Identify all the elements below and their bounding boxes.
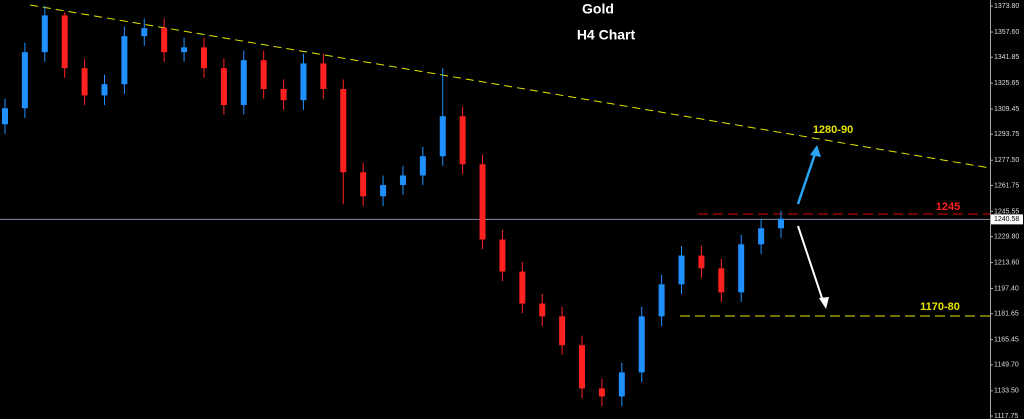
candle-body xyxy=(380,185,387,197)
y-tick-label: 1213.60 xyxy=(994,259,1019,266)
candle-body xyxy=(21,52,28,109)
candle-body xyxy=(519,271,526,304)
candle-body xyxy=(141,28,148,37)
y-tick-label: 1293.75 xyxy=(994,131,1019,138)
y-tick-label: 1309.45 xyxy=(994,106,1019,113)
candle-body xyxy=(678,255,685,285)
candle-body xyxy=(479,164,486,240)
candle-body xyxy=(161,28,168,53)
up-arrow xyxy=(796,147,819,205)
candle-body xyxy=(2,108,8,125)
y-tick-label: 1165.45 xyxy=(994,337,1019,344)
chart-title: Gold xyxy=(582,1,614,17)
y-tick-label: 1341.85 xyxy=(994,54,1019,61)
candle-body xyxy=(698,255,705,269)
candle-body xyxy=(200,47,207,69)
candle-body xyxy=(41,15,48,53)
candle-body xyxy=(340,89,347,173)
candle-body xyxy=(738,244,745,293)
down-arrow-head xyxy=(819,297,829,309)
y-tick-label: 1117.75 xyxy=(994,413,1018,419)
y-tick-label: 1229.80 xyxy=(994,233,1019,240)
y-tick-label: 1245.55 xyxy=(994,208,1019,215)
candle-body xyxy=(101,84,108,96)
candle-body xyxy=(121,36,128,85)
candle-body xyxy=(439,116,446,157)
chart-subtitle: H4 Chart xyxy=(577,27,636,43)
candle-body xyxy=(758,228,765,245)
y-tick-label: 1133.50 xyxy=(994,388,1019,395)
y-tick-label: 1357.60 xyxy=(994,29,1019,36)
trend-line xyxy=(29,4,991,169)
candle-body xyxy=(539,303,546,317)
candle-body xyxy=(260,60,267,90)
y-tick-label: 1181.65 xyxy=(994,311,1019,318)
annotation: 1245 xyxy=(936,201,960,213)
up-arrow-head xyxy=(810,145,821,157)
candle-body xyxy=(579,345,586,389)
candle-body xyxy=(658,284,665,317)
annotation: 1170-80 xyxy=(920,301,960,313)
annotation: 1280-90 xyxy=(813,124,853,136)
candle-body xyxy=(240,60,247,106)
candle-body xyxy=(459,116,466,165)
candle-body xyxy=(618,372,625,397)
y-tick-label: 1373.80 xyxy=(994,3,1019,10)
y-tick-label: 1149.70 xyxy=(994,362,1019,369)
candle-body xyxy=(499,239,506,272)
candle-body xyxy=(778,218,784,229)
candle-body xyxy=(360,172,367,197)
y-tick-label: 1197.40 xyxy=(994,285,1019,292)
candle-body xyxy=(61,15,68,69)
last-price-box xyxy=(991,214,1023,225)
candle-body xyxy=(598,388,605,397)
candle-body xyxy=(300,63,307,101)
candle-body xyxy=(280,89,287,101)
candle-body xyxy=(419,156,426,176)
candle-body xyxy=(638,316,645,373)
y-tick-label: 1277.50 xyxy=(994,157,1019,164)
candle-body xyxy=(399,175,406,186)
candle-body xyxy=(181,47,188,53)
candle-body xyxy=(320,63,327,90)
y-tick-label: 1325.65 xyxy=(994,80,1019,87)
candle-body xyxy=(718,268,725,293)
candle-body xyxy=(81,68,88,96)
last-price-label: 1240.58 xyxy=(994,216,1019,223)
candle-body xyxy=(559,316,566,346)
down-arrow xyxy=(797,225,825,305)
y-tick-label: 1261.75 xyxy=(994,182,1019,189)
candle-body xyxy=(220,68,227,106)
